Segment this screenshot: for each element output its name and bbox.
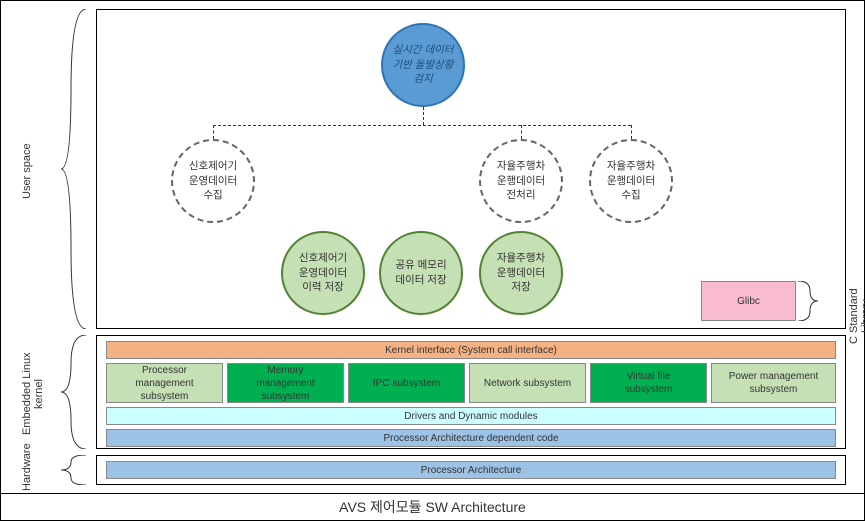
connector-d3 (631, 125, 632, 139)
circle-text: 운영데이터 (189, 175, 237, 187)
diagram-container: User space Embedded Linux kernel Hardwar… (0, 0, 865, 521)
circle-text: 공유 메모리 (395, 259, 446, 271)
subsys-text: subsystem (625, 384, 673, 395)
circle-text: 신호제어기 (189, 160, 237, 172)
circle-text: 데이터 저장 (395, 274, 446, 286)
circle-text: 이력 저장 (302, 281, 344, 293)
circle-text: 자율주행차 (497, 252, 545, 264)
circle-text: 운행데이터 (607, 175, 655, 187)
connector-horiz (213, 125, 631, 126)
hardware-layer: Processor Architecture (106, 461, 836, 479)
glibc-label: Glibc (737, 295, 760, 308)
circle-av-store: 자율주행차 운행데이터 저장 (479, 231, 563, 315)
circle-text: 검지 (413, 73, 432, 85)
circle-text: 실시간 데이터 (393, 44, 454, 56)
circle-text: 운행데이터 (497, 175, 545, 187)
circle-text: 운행데이터 (497, 267, 545, 279)
subsys-text: subsystem (141, 391, 189, 402)
circle-text: 기반 돌발상황 (393, 59, 454, 71)
subsys-network: Network subsystem (469, 363, 586, 403)
subsys-text: Virtual file (627, 371, 671, 382)
connector-vert (423, 107, 424, 125)
arch-code-label: Processor Architecture dependent code (383, 432, 558, 445)
brace-userspace (61, 9, 91, 329)
circle-text: 전처리 (507, 189, 536, 201)
diagram-caption: AVS 제어모듈 SW Architecture (1, 493, 864, 520)
circle-signal-history: 신호제어기 운영데이터 이력 저장 (281, 231, 365, 315)
circle-text: 운영데이터 (299, 267, 347, 279)
circle-text: 신호제어기 (299, 252, 347, 264)
label-hardware: Hardware (21, 453, 33, 491)
subsys-ipc: IPC subsystem (348, 363, 465, 403)
label-kernel: Embedded Linux kernel (21, 339, 45, 449)
subsys-text: subsystem (262, 391, 310, 402)
circle-text: 자율주행차 (497, 160, 545, 172)
circle-text: 수집 (203, 189, 222, 201)
hardware-label: Processor Architecture (421, 464, 522, 477)
subsys-power: Power management subsystem (711, 363, 836, 403)
arch-code-layer: Processor Architecture dependent code (106, 429, 836, 447)
subsys-text: Network subsystem (484, 377, 571, 390)
brace-kernel (61, 335, 91, 449)
glibc-box: Glibc (701, 281, 796, 321)
circle-text: 자율주행차 (607, 160, 655, 172)
circle-av-preprocess: 자율주행차 운행데이터 전처리 (479, 139, 563, 223)
circle-text: 수집 (621, 189, 640, 201)
subsys-text: Processor (142, 365, 187, 376)
label-c-std-library: C Standard Library (848, 271, 865, 361)
kernel-interface: Kernel interface (System call interface) (106, 341, 836, 359)
connector-d2 (521, 125, 522, 139)
drivers-label: Drivers and Dynamic modules (404, 410, 537, 423)
label-user-space: User space (21, 121, 33, 221)
subsys-text: subsystem (750, 384, 798, 395)
connector-d1 (213, 125, 214, 139)
subsys-processor: Processor management subsystem (106, 363, 223, 403)
circle-shared-mem: 공유 메모리 데이터 저장 (379, 231, 463, 315)
subsys-text: Power management (729, 371, 819, 382)
circle-signal-collect: 신호제어기 운영데이터 수집 (171, 139, 255, 223)
circle-text: 저장 (511, 281, 530, 293)
circle-realtime-detect: 실시간 데이터 기반 돌발상황 검지 (381, 23, 465, 107)
subsys-text: management (135, 378, 193, 389)
circle-av-collect: 자율주행차 운행데이터 수집 (589, 139, 673, 223)
subsys-text: Memory (267, 365, 303, 376)
brace-hardware (61, 455, 91, 485)
kernel-interface-label: Kernel interface (System call interface) (385, 344, 557, 357)
subsys-memory: Memory management subsystem (227, 363, 344, 403)
subsys-vfs: Virtual file subsystem (590, 363, 707, 403)
subsys-text: management (256, 378, 314, 389)
drivers-layer: Drivers and Dynamic modules (106, 407, 836, 425)
subsys-text: IPC subsystem (373, 377, 440, 390)
